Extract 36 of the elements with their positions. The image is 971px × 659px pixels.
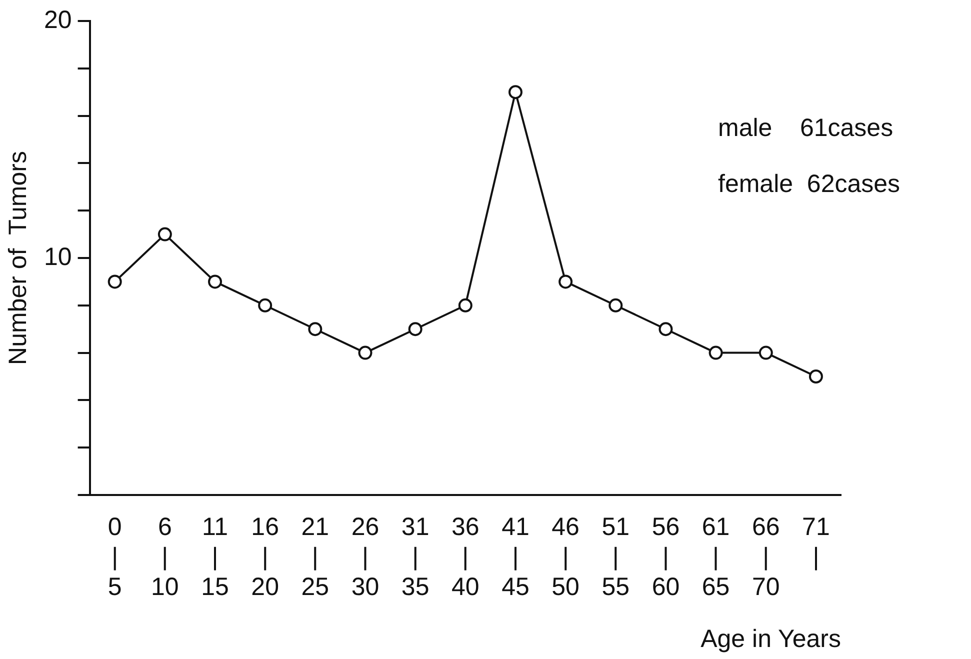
x-tick-label: 46 | 50 <box>552 512 580 601</box>
x-tick-label: 31 | 35 <box>401 512 430 601</box>
x-tick-label: 61 | 65 <box>702 512 730 601</box>
y-tick-label: 20 <box>44 6 72 34</box>
point <box>358 346 372 360</box>
x-axis-title: Age in Years <box>700 624 841 653</box>
point <box>758 346 773 360</box>
x-tick-label: 16 | 20 <box>251 512 279 601</box>
x-tick-label: 41 | 45 <box>502 512 530 601</box>
x-tick-label: 66 | 70 <box>752 512 780 601</box>
point <box>258 298 272 312</box>
point <box>708 346 723 360</box>
x-tick-label: 71 | <box>802 512 830 571</box>
point <box>458 298 472 312</box>
x-tick-label: 56 | 60 <box>652 512 680 601</box>
point <box>208 274 222 289</box>
point <box>608 298 623 312</box>
annotation: female 62cases <box>718 169 900 200</box>
x-tick-label: 21 | 25 <box>301 512 330 601</box>
point <box>558 274 573 289</box>
x-tick-label: 26 | 30 <box>351 512 380 601</box>
point <box>658 322 673 336</box>
x-tick-label: 36 | 40 <box>452 512 480 601</box>
point <box>808 370 823 384</box>
x-tick-label: 11 | 15 <box>201 512 229 601</box>
y-axis-title: Number of Tumors <box>4 151 32 365</box>
x-tick-label: 6 | 10 <box>151 512 179 601</box>
point <box>408 322 422 336</box>
x-tick-label: 51 | 55 <box>602 512 630 601</box>
x-tick-label: 0 | 5 <box>108 512 122 601</box>
annotation: male 61cases <box>718 113 894 144</box>
point <box>108 274 122 289</box>
point <box>508 85 522 100</box>
y-tick-label: 10 <box>44 242 72 271</box>
point <box>158 227 172 242</box>
point <box>308 322 322 336</box>
